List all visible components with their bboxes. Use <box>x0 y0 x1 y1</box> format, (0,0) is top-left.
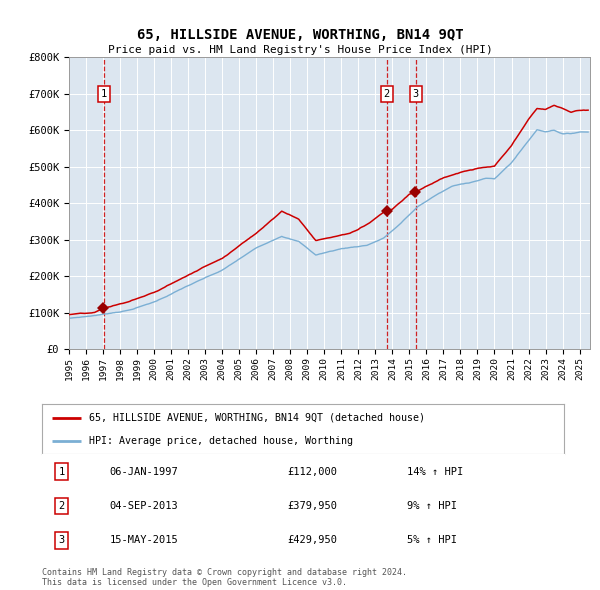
Text: 06-JAN-1997: 06-JAN-1997 <box>110 467 179 477</box>
Text: 1: 1 <box>100 88 107 99</box>
Text: 15-MAY-2015: 15-MAY-2015 <box>110 535 179 545</box>
Text: £379,950: £379,950 <box>287 501 337 511</box>
Text: HPI: Average price, detached house, Worthing: HPI: Average price, detached house, Wort… <box>89 436 353 446</box>
Text: 5% ↑ HPI: 5% ↑ HPI <box>407 535 457 545</box>
Text: 2: 2 <box>383 88 390 99</box>
Text: 65, HILLSIDE AVENUE, WORTHING, BN14 9QT: 65, HILLSIDE AVENUE, WORTHING, BN14 9QT <box>137 28 463 42</box>
Text: 9% ↑ HPI: 9% ↑ HPI <box>407 501 457 511</box>
Text: 14% ↑ HPI: 14% ↑ HPI <box>407 467 464 477</box>
Text: 3: 3 <box>413 88 419 99</box>
Text: 65, HILLSIDE AVENUE, WORTHING, BN14 9QT (detached house): 65, HILLSIDE AVENUE, WORTHING, BN14 9QT … <box>89 412 425 422</box>
Text: Contains HM Land Registry data © Crown copyright and database right 2024.
This d: Contains HM Land Registry data © Crown c… <box>42 568 407 587</box>
Text: 1: 1 <box>59 467 65 477</box>
Text: Price paid vs. HM Land Registry's House Price Index (HPI): Price paid vs. HM Land Registry's House … <box>107 45 493 54</box>
Text: 04-SEP-2013: 04-SEP-2013 <box>110 501 179 511</box>
Text: £429,950: £429,950 <box>287 535 337 545</box>
Text: £112,000: £112,000 <box>287 467 337 477</box>
Text: 3: 3 <box>59 535 65 545</box>
Text: 2: 2 <box>59 501 65 511</box>
